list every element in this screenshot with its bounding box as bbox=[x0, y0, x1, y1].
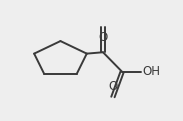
Text: O: O bbox=[108, 80, 117, 93]
Text: O: O bbox=[98, 31, 108, 44]
Text: OH: OH bbox=[143, 65, 161, 78]
